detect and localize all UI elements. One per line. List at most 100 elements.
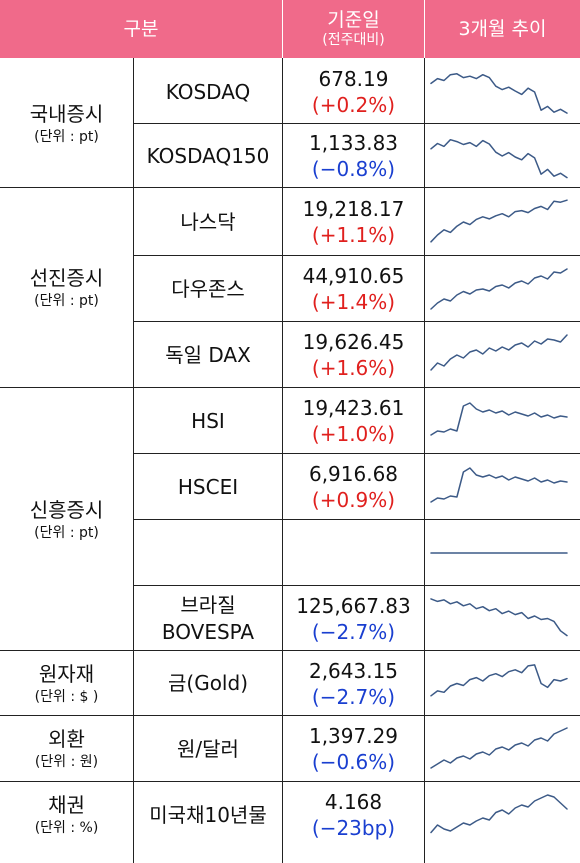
trend-sparkline	[430, 598, 568, 637]
row-divider	[0, 650, 580, 651]
index-value: 1,133.83	[308, 131, 399, 155]
row-divider	[133, 123, 580, 124]
value-cell: 19,626.45 (+1.6%)	[283, 322, 424, 388]
row-divider	[133, 519, 580, 520]
value-cell: 19,218.17 (+1.1%)	[283, 188, 424, 256]
category-cell: 외환 (단위 : 원)	[0, 716, 133, 782]
index-value: 4.168	[324, 790, 383, 814]
trend-line	[430, 138, 568, 179]
trend-sparkline	[430, 664, 568, 697]
index-name: 나스닥	[180, 209, 236, 234]
header-value: 기준일 (전주대비)	[283, 0, 424, 58]
value-cell: 125,667.83 (−2.7%)	[283, 586, 424, 651]
trend-sparkline	[430, 727, 568, 769]
category-cell: 신흥증시 (단위 : pt)	[0, 388, 133, 651]
index-name: 다우존스	[171, 276, 245, 301]
row-divider	[0, 715, 580, 716]
index-value: 1,397.29	[308, 724, 399, 748]
category-name: 신흥증시	[29, 497, 104, 522]
trend-line	[430, 794, 568, 834]
category-cell: 원자재 (단위 : $ )	[0, 651, 133, 716]
header-category: 구분	[0, 0, 282, 58]
value-cell: 1,397.29 (−0.6%)	[283, 716, 424, 782]
trend-sparkline	[430, 334, 568, 371]
value-cell: 2,643.15 (−2.7%)	[283, 651, 424, 716]
category-unit: (단위 : %)	[34, 820, 99, 836]
trend-sparkline	[430, 73, 568, 114]
column-divider	[133, 58, 134, 863]
index-change: (−23bp)	[311, 816, 396, 840]
row-divider	[0, 387, 580, 388]
category-name: 원자재	[38, 661, 95, 686]
value-cell: 6,916.68 (+0.9%)	[283, 454, 424, 520]
trend-sparkline	[430, 467, 568, 503]
index-change: (−0.8%)	[311, 157, 396, 181]
index-change: (−2.7%)	[311, 619, 396, 644]
index-name: KOSDAQ	[165, 79, 251, 104]
index-change: (+0.9%)	[311, 488, 396, 512]
row-divider	[133, 585, 580, 586]
index-change: (+1.6%)	[311, 356, 396, 380]
trend-line	[430, 334, 568, 371]
category-cell: 선진증시 (단위 : pt)	[0, 188, 133, 388]
trend-line	[430, 73, 568, 114]
trend-line	[430, 664, 568, 697]
index-value: 19,423.61	[302, 396, 405, 420]
index-name: KOSDAQ150	[146, 143, 270, 168]
header-value-label: 기준일	[327, 9, 380, 31]
category-name: 외환	[48, 727, 85, 751]
trend-sparkline	[430, 199, 568, 243]
trend-sparkline	[430, 402, 568, 436]
category-cell: 채권 (단위 : %)	[0, 782, 133, 848]
index-name: HSI	[191, 408, 225, 433]
index-value: 125,667.83	[296, 593, 411, 618]
index-value: 6,916.68	[308, 462, 399, 486]
index-value: 19,626.45	[302, 330, 405, 354]
trend-sparkline	[430, 268, 568, 310]
value-cell: 19,423.61 (+1.0%)	[283, 388, 424, 454]
trend-line	[430, 598, 568, 637]
category-unit: (단위 : $ )	[34, 688, 99, 705]
category-unit: (단위 : pt)	[34, 293, 99, 309]
category-name: 국내증시	[29, 102, 104, 126]
trend-line	[430, 727, 568, 769]
index-name: 금(Gold)	[168, 671, 248, 695]
category-name: 선진증시	[29, 266, 104, 290]
row-divider	[0, 187, 580, 188]
index-name: 독일 DAX	[165, 342, 251, 367]
index-value: 678.19	[318, 67, 389, 91]
value-cell: 1,133.83 (−0.8%)	[283, 124, 424, 188]
header-trend-label: 3개월 추이	[458, 18, 547, 40]
index-change: (+1.1%)	[311, 223, 396, 247]
trend-line	[430, 402, 568, 436]
trend-line	[430, 199, 568, 243]
index-name: 원/달러	[177, 736, 239, 761]
index-name: 미국채10년물	[149, 802, 267, 827]
index-value: 19,218.17	[302, 197, 405, 221]
header-trend: 3개월 추이	[425, 0, 580, 58]
column-divider	[424, 58, 425, 863]
index-change: (−2.7%)	[311, 684, 396, 709]
trend-sparkline	[430, 794, 568, 834]
index-change: (+1.0%)	[311, 422, 396, 446]
header-value-sublabel: (전주대비)	[322, 32, 385, 48]
value-cell	[283, 520, 424, 586]
index-name	[134, 520, 282, 586]
header-category-label: 구분	[123, 18, 159, 40]
index-name: 브라질 BOVESPA	[161, 592, 255, 644]
row-divider	[133, 453, 580, 454]
trend-sparkline	[430, 138, 568, 179]
row-divider	[133, 321, 580, 322]
index-change: (−0.6%)	[311, 750, 396, 774]
index-name: HSCEI	[177, 474, 239, 499]
row-divider	[133, 255, 580, 256]
index-change: (+0.2%)	[311, 93, 396, 117]
value-cell: 44,910.65 (+1.4%)	[283, 256, 424, 322]
category-unit: (단위 : 원)	[34, 754, 99, 770]
value-cell: 4.168 (−23bp)	[283, 782, 424, 848]
trend-line	[430, 467, 568, 503]
category-name: 채권	[48, 793, 85, 817]
index-change: (+1.4%)	[311, 290, 396, 314]
row-divider	[0, 781, 580, 782]
